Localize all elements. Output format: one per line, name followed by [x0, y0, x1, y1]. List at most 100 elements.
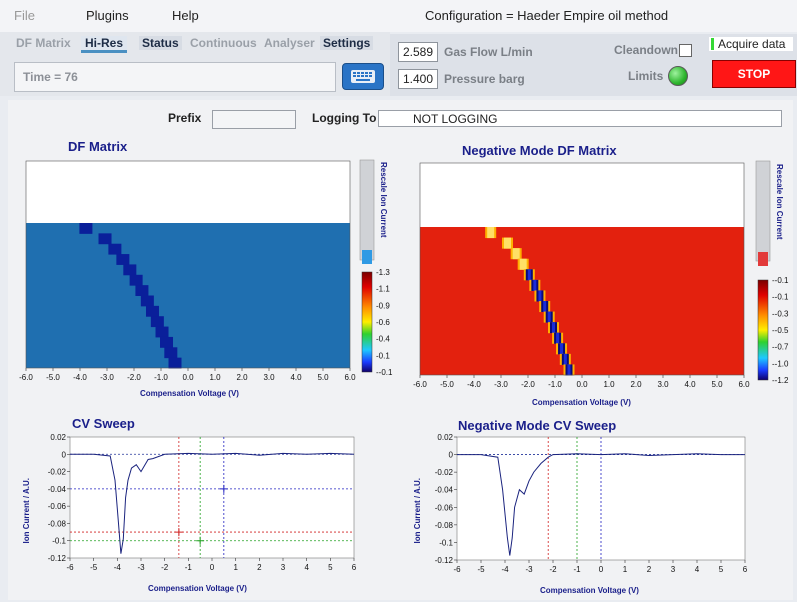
stop-button[interactable]: STOP	[712, 60, 796, 88]
heatmap-cell	[116, 254, 130, 265]
tab-hi-res[interactable]: Hi-Res	[81, 36, 128, 53]
tab-analyser[interactable]: Analyser	[264, 36, 315, 50]
heatmap-cell	[98, 233, 112, 245]
colorbar-tick-label: --0.1	[772, 276, 789, 285]
neg-cv-sweep-chart: 0.02 0 -0.02 -0.04 -0.06 -0.08 -0.1 -0.12-6 -5 -4…	[435, 433, 748, 574]
acquire-data-label: Acquire data	[718, 37, 786, 51]
time-display-box: Time = 76	[14, 62, 336, 92]
colorbar-tick-label: -0.6	[376, 318, 390, 327]
y-tick-label: -0.02	[435, 468, 454, 477]
y-tick-label: -0.08	[48, 519, 67, 528]
heatmap-cell	[519, 258, 527, 270]
x-tick-label: -6	[66, 563, 74, 572]
gas-flow-field[interactable]: 2.589	[398, 42, 438, 62]
logging-to-field[interactable]: NOT LOGGING	[378, 110, 782, 127]
x-tick-label: 6.0	[738, 380, 750, 389]
series-line	[457, 453, 745, 556]
menu-help[interactable]: Help	[172, 8, 199, 23]
rescale-label-1: Rescale Ion Current	[379, 162, 388, 238]
tab-settings[interactable]: Settings	[320, 36, 374, 50]
y-tick-label: -0.04	[435, 486, 454, 495]
limits-label: Limits	[628, 69, 664, 83]
x-tick-label: -6	[453, 565, 461, 574]
cleandown-checkbox[interactable]	[679, 44, 692, 57]
colorbar-tick-label: -0.1	[376, 351, 390, 360]
heatmap-cell	[560, 343, 564, 355]
heatmap-cell	[547, 311, 551, 323]
y-tick-label: 0.02	[437, 433, 453, 442]
rescale-slider-track	[359, 159, 375, 261]
x-tick-label: -3.0	[494, 380, 508, 389]
y-tick-label: -0.08	[435, 521, 454, 530]
limits-indicator	[668, 66, 688, 86]
pressure-label: Pressure barg	[444, 72, 525, 86]
x-tick-label: 2	[257, 563, 262, 572]
x-tick-label: 0	[210, 563, 215, 572]
neg-cv-sweep-title: Negative Mode CV Sweep	[458, 418, 617, 433]
neg-rescale-slider-thumb	[758, 252, 768, 266]
cursor-marker	[174, 528, 183, 537]
cursor-marker	[219, 484, 228, 493]
prefix-field[interactable]	[212, 110, 296, 129]
x-tick-label: -4.0	[467, 380, 481, 389]
neg-df-matrix-field	[420, 227, 744, 375]
x-tick-label: 6.0	[344, 373, 356, 382]
keyboard-button[interactable]	[342, 63, 384, 90]
y-tick-label: -0.04	[48, 485, 67, 494]
df-matrix-xlabel: Compensation Voltage (V)	[140, 389, 239, 398]
heatmap-cell	[168, 357, 182, 369]
heatmap-cell	[123, 264, 137, 276]
menu-bar: File Plugins Help Configuration = Haeder…	[0, 0, 797, 32]
x-tick-label: 0	[599, 565, 604, 574]
heatmap-cell	[155, 326, 169, 338]
heatmap-cell	[563, 353, 567, 365]
heatmap-cell	[551, 322, 555, 334]
rescale-label-2: Rescale Ion Current	[775, 164, 784, 240]
tab-continuous[interactable]: Continuous	[190, 36, 257, 50]
y-tick-label: -0.12	[48, 554, 67, 563]
x-tick-label: 5.0	[317, 373, 329, 382]
cv-sweep-xlabel: Compensation Voltage (V)	[148, 584, 247, 593]
menu-plugins[interactable]: Plugins	[86, 8, 129, 23]
colorbar	[361, 271, 373, 373]
configuration-title: Configuration = Haeder Empire oil method	[425, 8, 669, 23]
heatmap-cell	[487, 227, 495, 239]
heatmap-cell	[140, 295, 154, 307]
y-tick-label: -0.06	[48, 502, 67, 511]
x-tick-label: -1.0	[548, 380, 562, 389]
x-tick-label: -5	[477, 565, 485, 574]
x-tick-label: 2.0	[630, 380, 642, 389]
y-tick-label: -0.06	[435, 503, 454, 512]
cleandown-label: Cleandown	[614, 43, 679, 57]
heatmap-cell	[164, 347, 178, 359]
neg-cv-sweep-xlabel: Compensation Voltage (V)	[540, 586, 639, 595]
time-display: Time = 76	[23, 70, 78, 84]
x-tick-label: 0.0	[576, 380, 588, 389]
x-tick-label: -5.0	[46, 373, 60, 382]
heatmap-cell	[108, 243, 122, 255]
x-tick-label: -6.0	[413, 380, 427, 389]
acquire-data-box[interactable]: Acquire data	[709, 37, 793, 51]
colorbar-tick-label: --0.3	[772, 309, 789, 318]
x-tick-label: 1	[233, 563, 238, 572]
y-tick-label: -0.12	[435, 556, 454, 565]
tab-df-matrix[interactable]: DF Matrix	[16, 36, 71, 50]
y-tick-label: 0.02	[50, 433, 66, 442]
x-tick-label: -4	[501, 565, 509, 574]
x-tick-label: 4	[304, 563, 309, 572]
menu-file[interactable]: File	[14, 8, 35, 23]
x-tick-label: 1.0	[209, 373, 221, 382]
colorbar-tick-label: --0.5	[772, 326, 789, 335]
heatmap-cell	[79, 223, 93, 234]
x-tick-label: -4	[114, 563, 122, 572]
rescale-slider-thumb	[362, 250, 372, 264]
x-tick-label: -5.0	[440, 380, 454, 389]
x-tick-label: 3	[281, 563, 286, 572]
heatmap-cell	[150, 316, 164, 328]
x-tick-label: -3	[525, 565, 533, 574]
heatmap-cell	[533, 279, 537, 291]
heatmap-cell	[135, 285, 149, 296]
tab-status[interactable]: Status	[139, 36, 182, 50]
colorbar-tick-label: --0.7	[772, 343, 789, 352]
pressure-field[interactable]: 1.400	[398, 69, 438, 89]
